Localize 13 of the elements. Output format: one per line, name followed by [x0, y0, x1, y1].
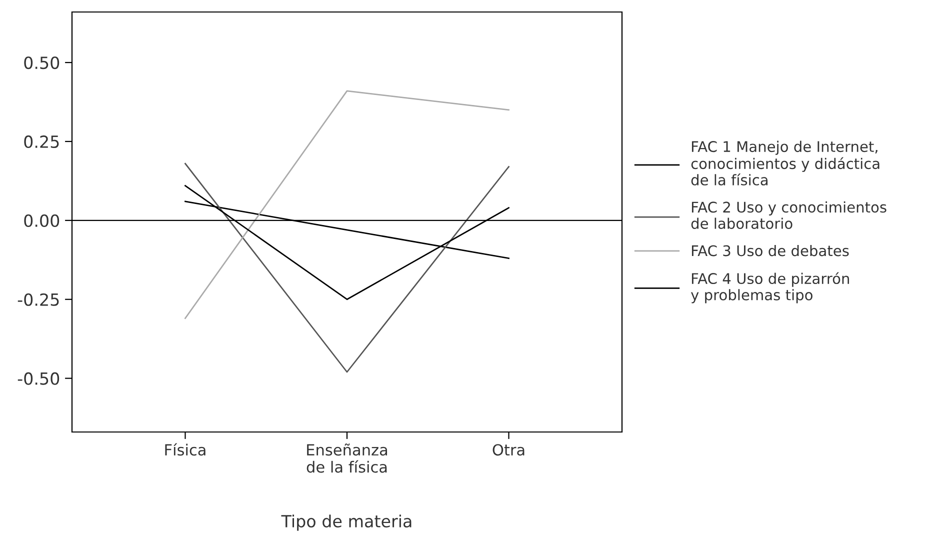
y-tick-label: -0.25 [18, 293, 59, 306]
y-tick-label: 0.00 [24, 214, 60, 227]
legend-label: FAC 4 Uso de pizarrón y problemas tipo [690, 272, 849, 304]
y-tick-label: -0.50 [18, 372, 60, 385]
legend-label: FAC 2 Uso y conocimientos de laboratorio [691, 201, 886, 229]
x-tick-label: Física [165, 443, 206, 456]
legend-label: FAC 3 Uso de debates [692, 244, 849, 256]
x-axis-title: Tipo de materia [281, 514, 412, 531]
x-tick-label: Enseñanza de la física [306, 444, 388, 473]
x-tick-label: Otra [492, 444, 524, 456]
y-tick-label: 0.50 [24, 56, 60, 70]
y-tick-label: 0.25 [24, 135, 59, 148]
legend-label: FAC 1 Manejo de Internet, conocimientos y didáctica de la física [691, 140, 880, 186]
